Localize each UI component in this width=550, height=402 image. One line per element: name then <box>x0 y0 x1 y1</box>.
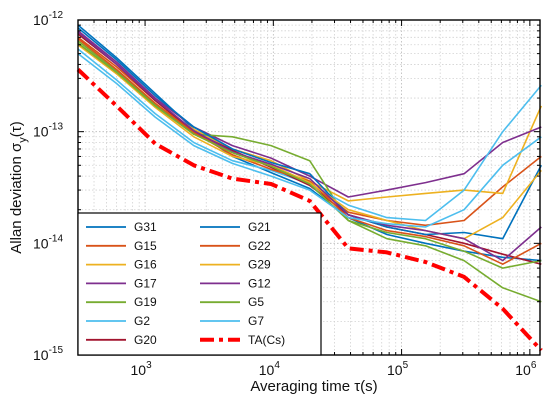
legend-label: G31 <box>134 220 157 234</box>
series-line-g20 <box>77 33 542 265</box>
series-line-g22 <box>77 38 542 266</box>
y-tick-label: 10-13 <box>33 122 63 140</box>
y-tick-label: 10-14 <box>33 233 63 251</box>
legend: G31 G15 G16 G17 G19 G2 G20 G21 G22 G29 G12 G5 G7 TA(C… <box>77 212 322 356</box>
series-line-g21 <box>77 27 543 240</box>
x-tick-label: 103 <box>130 360 152 378</box>
legend-label: TA(Cs) <box>248 333 285 347</box>
legend-label: G12 <box>248 276 271 290</box>
x-axis-label: Averaging time τ(s) <box>250 378 377 395</box>
series-line-g7 <box>77 52 542 228</box>
legend-label: G19 <box>134 295 157 309</box>
tick-labels: 103 104 105 106 10-12 10-13 10-14 10-15 <box>33 10 537 378</box>
series-line-g5 <box>77 42 542 269</box>
legend-label: G17 <box>134 276 157 290</box>
legend-label: G7 <box>248 314 264 328</box>
legend-label: G2 <box>134 314 150 328</box>
legend-label: G20 <box>134 333 157 347</box>
series-line-g17 <box>77 30 542 198</box>
legend-label: G22 <box>248 239 271 253</box>
legend-label: G16 <box>134 258 157 272</box>
series-layer <box>76 24 543 352</box>
legend-label: G5 <box>248 295 264 309</box>
x-tick-label: 104 <box>259 360 281 378</box>
legend-label: G29 <box>248 258 271 272</box>
series-line-g19 <box>77 40 542 303</box>
x-tick-label: 106 <box>515 360 537 378</box>
series-line-ta-cs- <box>76 68 543 352</box>
series-line-g12 <box>77 31 542 262</box>
y-tick-label: 10-15 <box>33 345 63 363</box>
x-tick-label: 105 <box>387 360 409 378</box>
legend-label: G21 <box>248 220 271 234</box>
y-tick-label: 10-12 <box>33 10 63 28</box>
legend-label: G15 <box>134 239 157 253</box>
y-axis-label: Allan deviation σy(τ) <box>8 121 29 253</box>
